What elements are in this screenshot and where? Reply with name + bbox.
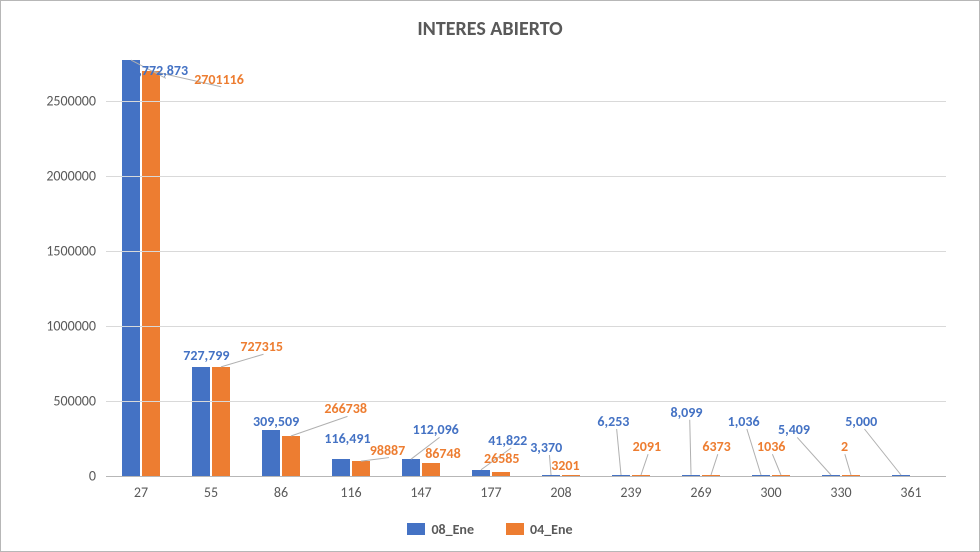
x-axis-label: 177	[480, 476, 501, 501]
data-label-s2: 727315	[240, 338, 283, 355]
y-axis-label: 500000	[53, 393, 106, 410]
legend-label: 08_Ene	[431, 521, 474, 538]
y-gridline	[106, 176, 946, 177]
data-label-s1: 2,772,873	[131, 62, 188, 79]
legend-item-s1: 08_Ene	[407, 521, 474, 538]
data-label-s2: 1036	[757, 438, 785, 455]
data-label-s1: 5,000	[845, 413, 877, 430]
data-label-s1: 41,822	[488, 432, 527, 449]
data-label-s2: 86748	[425, 445, 460, 462]
data-label-s1: 309,509	[253, 413, 299, 430]
x-axis-label: 330	[830, 476, 851, 501]
chart-title: INTERES ABIERTO	[1, 17, 979, 41]
y-axis-label: 2000000	[46, 168, 106, 185]
x-axis-label: 300	[760, 476, 781, 501]
data-label-s2: 6373	[702, 438, 730, 455]
data-label-s1: 6,253	[597, 413, 629, 430]
data-label-s2: 98887	[370, 442, 405, 459]
y-gridline	[106, 401, 946, 402]
data-label-s1: 116,491	[324, 430, 370, 447]
data-label-s2: 2	[841, 438, 848, 455]
data-label-s2: 266738	[324, 400, 367, 417]
data-label-s1: 112,096	[413, 421, 459, 438]
x-axis-label: 208	[550, 476, 571, 501]
data-label-s2: 2091	[633, 438, 661, 455]
y-gridline	[106, 101, 946, 102]
x-axis-label: 269	[690, 476, 711, 501]
x-axis-label: 147	[410, 476, 431, 501]
data-labels-layer: 2,772,873 727,799 309,509 116,491 112,096 41,…	[106, 56, 946, 476]
legend-swatch	[506, 523, 524, 535]
y-gridline	[106, 326, 946, 327]
y-axis-label: 1000000	[46, 318, 106, 335]
x-axis-label: 239	[620, 476, 641, 501]
legend-item-s2: 04_Ene	[506, 521, 573, 538]
y-axis-label: 2500000	[46, 93, 106, 110]
plot-area: 2,772,873 727,799 309,509 116,491 112,096 41,…	[106, 56, 946, 477]
x-axis-label: 86	[274, 476, 288, 501]
x-axis-label: 27	[134, 476, 148, 501]
data-label-s2: 26585	[484, 450, 519, 467]
data-label-s1: 727,799	[183, 347, 229, 364]
data-label-s1: 1,036	[728, 413, 760, 430]
data-label-s1: 3,370	[530, 439, 562, 456]
x-axis-label: 116	[340, 476, 361, 501]
data-label-s1: 5,409	[778, 421, 810, 438]
data-label-s2: 2701116	[194, 71, 244, 88]
legend-label: 04_Ene	[530, 521, 573, 538]
data-label-s2: 3201	[551, 457, 579, 474]
legend-swatch	[407, 523, 425, 535]
y-gridline	[106, 251, 946, 252]
legend: 08_Ene 04_Ene	[1, 521, 979, 540]
x-axis-label: 55	[204, 476, 218, 501]
x-axis-label: 361	[900, 476, 921, 501]
y-axis-label: 0	[89, 468, 106, 485]
data-label-s1: 8,099	[670, 404, 702, 421]
y-axis-label: 1500000	[46, 243, 106, 260]
chart-container: INTERES ABIERTO 2,772,873 727,799 309,509 1…	[0, 0, 980, 552]
